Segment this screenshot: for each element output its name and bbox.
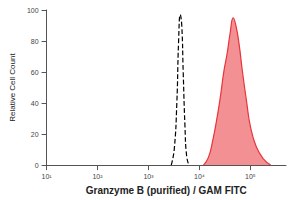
svg-text:80: 80	[31, 38, 39, 45]
svg-text:Granzyme B (purified) / GAM FI: Granzyme B (purified) / GAM FITC	[86, 185, 247, 196]
svg-text:100: 100	[27, 7, 39, 14]
svg-text:60: 60	[31, 69, 39, 76]
svg-text:10³: 10³	[143, 173, 154, 180]
svg-text:10⁵: 10⁵	[245, 173, 256, 180]
svg-text:10¹: 10¹	[42, 173, 53, 180]
svg-text:10²: 10²	[92, 173, 103, 180]
svg-text:20: 20	[31, 131, 39, 138]
svg-text:40: 40	[31, 100, 39, 107]
svg-text:0: 0	[35, 162, 39, 169]
svg-text:Relative Cell Count: Relative Cell Count	[8, 53, 17, 122]
svg-text:10⁴: 10⁴	[194, 173, 205, 180]
